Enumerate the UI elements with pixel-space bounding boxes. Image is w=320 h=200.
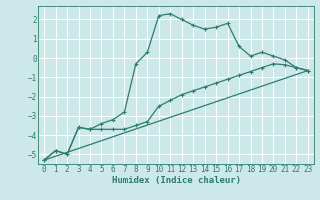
X-axis label: Humidex (Indice chaleur): Humidex (Indice chaleur) <box>111 176 241 185</box>
